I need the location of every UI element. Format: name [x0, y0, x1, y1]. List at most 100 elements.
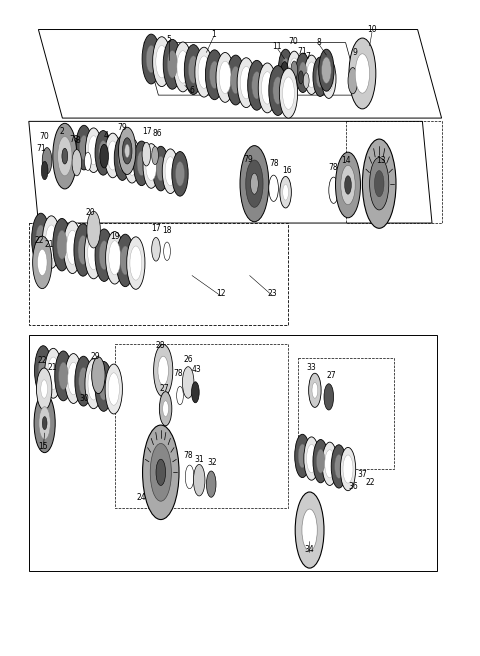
Text: 8: 8 [317, 38, 322, 47]
Text: 1: 1 [211, 30, 216, 39]
Ellipse shape [124, 138, 140, 183]
Ellipse shape [184, 45, 203, 94]
Ellipse shape [163, 39, 181, 89]
Text: 27: 27 [326, 371, 336, 380]
Ellipse shape [280, 176, 291, 208]
Text: 26: 26 [184, 355, 193, 364]
Ellipse shape [262, 72, 273, 104]
Ellipse shape [355, 54, 370, 93]
Ellipse shape [252, 72, 262, 99]
Ellipse shape [158, 356, 168, 385]
Ellipse shape [304, 55, 319, 94]
Text: 78: 78 [70, 134, 79, 144]
Ellipse shape [36, 368, 52, 410]
Ellipse shape [119, 127, 136, 174]
Ellipse shape [38, 357, 48, 384]
Ellipse shape [295, 434, 310, 478]
Text: 24: 24 [137, 493, 146, 502]
Polygon shape [38, 30, 442, 118]
Text: 79: 79 [118, 123, 127, 132]
Ellipse shape [174, 42, 192, 92]
Ellipse shape [78, 236, 88, 264]
Text: 21: 21 [44, 239, 54, 249]
Ellipse shape [84, 152, 91, 171]
Text: 23: 23 [268, 289, 277, 298]
Ellipse shape [76, 125, 92, 170]
Ellipse shape [48, 357, 59, 390]
Ellipse shape [307, 62, 316, 87]
Ellipse shape [100, 144, 108, 168]
Ellipse shape [177, 386, 183, 405]
Ellipse shape [341, 165, 355, 205]
Ellipse shape [36, 225, 46, 254]
Text: 78: 78 [329, 163, 338, 173]
Text: 37: 37 [358, 470, 367, 479]
Ellipse shape [122, 138, 132, 164]
Ellipse shape [269, 175, 278, 201]
Ellipse shape [65, 354, 82, 403]
Ellipse shape [127, 237, 145, 289]
Text: 33: 33 [306, 363, 316, 372]
Ellipse shape [313, 57, 327, 96]
Text: 13: 13 [376, 155, 385, 165]
Ellipse shape [88, 367, 99, 400]
Ellipse shape [80, 135, 88, 160]
Ellipse shape [287, 51, 301, 91]
Ellipse shape [99, 241, 109, 270]
Text: 36: 36 [348, 482, 358, 491]
Text: 21: 21 [47, 363, 57, 372]
Ellipse shape [278, 49, 293, 89]
Ellipse shape [345, 176, 351, 194]
Ellipse shape [53, 218, 71, 271]
Ellipse shape [137, 151, 146, 176]
Text: 17: 17 [152, 224, 161, 233]
Text: 18: 18 [162, 226, 172, 236]
Ellipse shape [146, 45, 156, 73]
Ellipse shape [108, 373, 120, 405]
Ellipse shape [75, 356, 92, 406]
Ellipse shape [325, 450, 335, 478]
Polygon shape [29, 223, 288, 325]
Text: 27: 27 [159, 384, 169, 393]
Ellipse shape [46, 225, 57, 259]
Ellipse shape [304, 437, 319, 480]
Ellipse shape [95, 361, 112, 411]
Ellipse shape [162, 149, 179, 194]
Ellipse shape [195, 47, 213, 97]
Ellipse shape [313, 440, 328, 483]
Text: 22: 22 [366, 478, 375, 487]
Ellipse shape [37, 249, 47, 276]
Ellipse shape [95, 131, 111, 175]
Ellipse shape [296, 53, 310, 92]
Ellipse shape [59, 362, 68, 390]
Text: 3: 3 [76, 136, 81, 145]
Ellipse shape [32, 213, 50, 266]
Ellipse shape [336, 152, 360, 218]
Ellipse shape [35, 346, 52, 396]
Ellipse shape [349, 38, 376, 109]
Ellipse shape [331, 445, 347, 488]
Ellipse shape [319, 49, 334, 91]
Ellipse shape [348, 68, 358, 94]
Ellipse shape [163, 401, 168, 417]
Text: 10: 10 [367, 25, 377, 34]
Ellipse shape [164, 242, 170, 260]
Ellipse shape [172, 152, 188, 196]
Ellipse shape [324, 384, 334, 410]
Ellipse shape [295, 492, 324, 568]
Text: 70: 70 [288, 37, 298, 47]
Ellipse shape [152, 146, 158, 165]
Ellipse shape [45, 348, 62, 398]
Ellipse shape [33, 236, 52, 289]
Ellipse shape [302, 509, 317, 551]
Ellipse shape [227, 55, 245, 105]
Ellipse shape [156, 156, 165, 181]
Ellipse shape [74, 224, 92, 276]
Ellipse shape [258, 63, 276, 113]
Text: 11: 11 [273, 42, 282, 51]
Ellipse shape [109, 241, 120, 275]
Ellipse shape [95, 229, 113, 281]
Ellipse shape [210, 61, 219, 89]
Ellipse shape [289, 58, 299, 83]
Ellipse shape [279, 68, 298, 118]
